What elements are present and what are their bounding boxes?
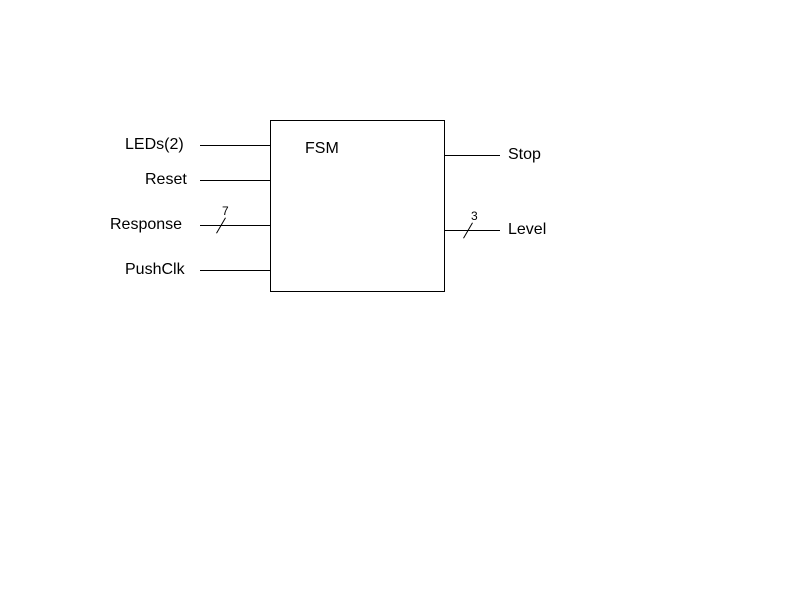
- output-wire-stop: [445, 155, 500, 156]
- input-label-pushclk: PushClk: [125, 261, 185, 279]
- input-label-response: Response: [110, 216, 182, 234]
- fsm-block: [270, 120, 445, 292]
- output-wire-level: [445, 230, 500, 231]
- input-wire-pushclk: [200, 270, 270, 271]
- input-wire-response: [200, 225, 270, 226]
- output-label-stop: Stop: [508, 146, 541, 164]
- input-wire-leds: [200, 145, 270, 146]
- fsm-block-diagram: FSM LEDs(2) Reset Response 7 PushClk Sto…: [0, 0, 800, 600]
- bus-width-response: 7: [222, 204, 229, 218]
- input-wire-reset: [200, 180, 270, 181]
- input-label-leds: LEDs(2): [125, 136, 184, 154]
- input-label-reset: Reset: [145, 171, 187, 189]
- fsm-block-title: FSM: [305, 140, 339, 158]
- bus-width-level: 3: [471, 209, 478, 223]
- output-label-level: Level: [508, 221, 546, 239]
